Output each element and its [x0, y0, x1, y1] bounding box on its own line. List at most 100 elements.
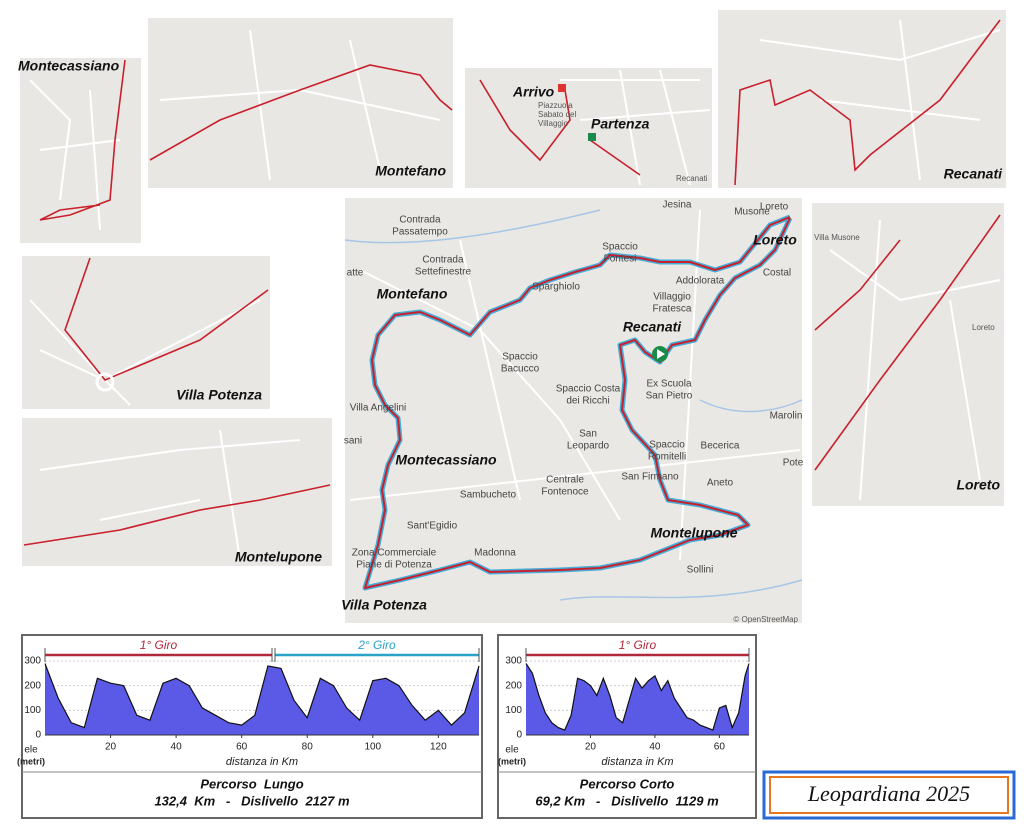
map-label: Aneto	[707, 478, 734, 489]
map-label: sani	[344, 436, 362, 447]
y-tick-label: 0	[516, 730, 522, 741]
map-label: Spaccio	[502, 352, 538, 363]
map-label: Musone	[734, 207, 770, 218]
start-icon	[588, 133, 596, 141]
map-label: Partenza	[591, 116, 650, 132]
x-tick-label: 20	[585, 742, 597, 753]
route	[734, 19, 1001, 186]
map-label: Sollini	[687, 565, 714, 576]
y-tick-label: 0	[35, 730, 41, 741]
map-label: Recanati	[944, 166, 1003, 182]
lap-label: 2° Giro	[357, 638, 396, 652]
map-label: Montelupone	[235, 549, 322, 565]
map-label: Sant'Egidio	[407, 521, 458, 532]
route	[364, 216, 791, 589]
map-label: Piane di Potenza	[356, 560, 432, 571]
map-label: Recanati	[676, 174, 708, 183]
map-label: Montefano	[375, 163, 446, 179]
map-label: Sabato del	[538, 110, 576, 119]
map-label: Jesina	[663, 200, 692, 211]
map-label: Villa Potenza	[341, 597, 427, 613]
brand-inner-frame	[769, 776, 1009, 814]
y-tick-label: 200	[505, 680, 522, 691]
map-label: Madonna	[474, 548, 516, 559]
map-label: Piazzuola	[538, 101, 573, 110]
map-label: Montefano	[377, 286, 448, 302]
map-label: Villaggio	[653, 292, 691, 303]
map-attribution: © OpenStreetMap	[733, 615, 798, 624]
map-label: Loreto	[760, 202, 789, 213]
roads	[39, 429, 301, 561]
roads	[560, 69, 711, 186]
map-label: Fontenoce	[541, 487, 589, 498]
route	[814, 214, 1001, 471]
map-label: Sparghiolo	[532, 282, 580, 293]
elevation-area	[45, 663, 479, 735]
elevation-profiles: 0 100 200 300 20 40 60 80 100 120 1° Giro 2° Giro el…	[17, 634, 757, 819]
map-label: Addolorata	[676, 276, 725, 287]
roads	[349, 209, 801, 561]
y-tick-label: 100	[24, 705, 41, 716]
inset-map	[812, 203, 1004, 506]
inset-map	[148, 18, 453, 188]
profile-summary: 69,2 Km - Dislivello 1129 m	[535, 793, 719, 808]
lap-label: 1° Giro	[140, 638, 178, 652]
x-tick-label: 60	[714, 742, 726, 753]
map-label: Romitelli	[648, 452, 686, 463]
brand-title: Leopardiana 2025	[807, 781, 970, 806]
route	[479, 79, 641, 176]
route	[23, 484, 331, 546]
inset-map	[22, 256, 270, 409]
map-label: Contrada	[422, 255, 464, 266]
map-label: Spaccio	[602, 242, 638, 253]
map-label: Sambucheto	[460, 490, 517, 501]
x-tick-label: 80	[302, 742, 314, 753]
map-label: Montecassiano	[18, 58, 120, 74]
x-tick-label: 40	[171, 742, 183, 753]
x-axis-label: distanza in Km	[226, 756, 298, 768]
finish-icon	[558, 84, 566, 92]
x-axis-label: distanza in Km	[601, 756, 673, 768]
map-label: San Pietro	[646, 391, 693, 402]
y-tick-label: 100	[505, 705, 522, 716]
profile-title: Percorso Corto	[580, 776, 675, 791]
inset-map	[20, 58, 141, 243]
main-map	[344, 198, 803, 623]
inset-map	[22, 418, 332, 566]
map-label: Leopardo	[567, 441, 610, 452]
lap-label: 1° Giro	[619, 638, 657, 652]
map-label: Villa Angelini	[350, 403, 407, 414]
map-label: atte	[347, 268, 364, 279]
map-label: Bacucco	[501, 364, 540, 375]
x-tick-label: 120	[430, 742, 447, 753]
map-label: Settefinestre	[415, 267, 472, 278]
map-label: Loreto	[753, 232, 797, 248]
map-label: Centrale	[546, 475, 584, 486]
map-label: Pote	[783, 458, 804, 469]
elevation-area	[526, 663, 749, 735]
map-label: Zona Commerciale	[352, 548, 437, 559]
map-label: Villa Musone	[814, 233, 860, 242]
inset-maps	[20, 10, 1006, 566]
map-label: Marolin	[770, 411, 803, 422]
y-tick-label: 300	[505, 656, 522, 667]
inset-map	[465, 68, 712, 188]
map-label: Contrada	[399, 215, 441, 226]
y-tick-label: 200	[24, 680, 41, 691]
profile-summary: 132,4 Km - Dislivello 2127 m	[154, 793, 350, 808]
rivers	[344, 209, 803, 601]
brand-box: Leopardiana 2025	[762, 770, 1016, 820]
y-axis-unit: (metri)	[17, 756, 45, 766]
map-label: Passatempo	[392, 227, 448, 238]
x-tick-label: 100	[364, 742, 381, 753]
map-label: dei Ricchi	[566, 396, 609, 407]
x-tick-label: 40	[649, 742, 661, 753]
inset-map	[718, 10, 1006, 188]
roads	[29, 79, 121, 231]
y-tick-label: 300	[24, 656, 41, 667]
x-tick-label: 60	[236, 742, 248, 753]
map-label: Loreto	[972, 323, 995, 332]
map-label: Costal	[763, 268, 791, 279]
y-axis-label: ele	[24, 745, 38, 756]
profile-title: Percorso Lungo	[200, 776, 303, 791]
